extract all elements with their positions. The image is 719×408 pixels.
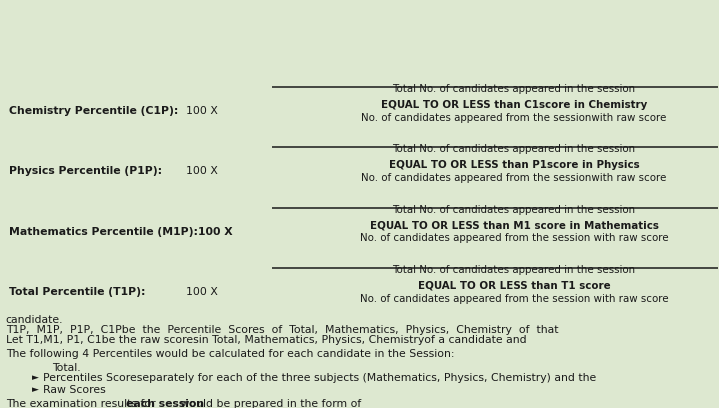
Text: Chemistry Percentile (C1P):: Chemistry Percentile (C1P):	[9, 106, 178, 116]
Text: T1P,  M1P,  P1P,  C1Pbe  the  Percentile  Scores  of  Total,  Mathematics,  Phys: T1P, M1P, P1P, C1Pbe the Percentile Scor…	[6, 325, 558, 335]
Text: Percentiles Scoreseparately for each of the three subjects (Mathematics, Physics: Percentiles Scoreseparately for each of …	[43, 373, 596, 383]
Text: Total Percentile (T1P):: Total Percentile (T1P):	[9, 287, 145, 297]
Text: Mathematics Percentile (M1P):100 X: Mathematics Percentile (M1P):100 X	[9, 227, 232, 237]
Text: Physics Percentile (P1P):: Physics Percentile (P1P):	[9, 166, 162, 177]
Text: Total No. of candidates appeared in the session: Total No. of candidates appeared in the …	[393, 84, 636, 94]
Text: Raw Scores: Raw Scores	[43, 385, 106, 395]
Text: No. of candidates appeared from the session with raw score: No. of candidates appeared from the sess…	[360, 294, 669, 304]
Text: 100 X: 100 X	[186, 166, 217, 177]
Text: No. of candidates appeared from the session with raw score: No. of candidates appeared from the sess…	[360, 233, 669, 244]
Text: Total.: Total.	[52, 364, 81, 373]
Text: ►: ►	[32, 373, 39, 382]
Text: each session: each session	[126, 399, 204, 408]
Text: EQUAL TO OR LESS than C1score in Chemistry: EQUAL TO OR LESS than C1score in Chemist…	[381, 100, 647, 110]
Text: EQUAL TO OR LESS than M1 score in Mathematics: EQUAL TO OR LESS than M1 score in Mathem…	[370, 220, 659, 231]
Text: Total No. of candidates appeared in the session: Total No. of candidates appeared in the …	[393, 144, 636, 155]
Text: would be prepared in the form of: would be prepared in the form of	[178, 399, 362, 408]
Text: Total No. of candidates appeared in the session: Total No. of candidates appeared in the …	[393, 265, 636, 275]
Text: The examination results for: The examination results for	[6, 399, 159, 408]
Text: EQUAL TO OR LESS than P1score in Physics: EQUAL TO OR LESS than P1score in Physics	[389, 160, 639, 170]
Text: Total No. of candidates appeared in the session: Total No. of candidates appeared in the …	[393, 205, 636, 215]
Text: ►: ►	[32, 385, 39, 394]
Text: 100 X: 100 X	[186, 287, 217, 297]
Text: No. of candidates appeared from the sessionwith raw score: No. of candidates appeared from the sess…	[362, 113, 667, 123]
Text: 100 X: 100 X	[186, 106, 217, 116]
Text: candidate.: candidate.	[6, 315, 63, 325]
Text: Let T1,M1, P1, C1be the raw scoresin Total, Mathematics, Physics, Chemistryof a : Let T1,M1, P1, C1be the raw scoresin Tot…	[6, 335, 526, 345]
Text: EQUAL TO OR LESS than T1 score: EQUAL TO OR LESS than T1 score	[418, 281, 610, 291]
Text: The following 4 Percentiles would be calculated for each candidate in the Sessio: The following 4 Percentiles would be cal…	[6, 349, 454, 359]
Text: No. of candidates appeared from the sessionwith raw score: No. of candidates appeared from the sess…	[362, 173, 667, 183]
